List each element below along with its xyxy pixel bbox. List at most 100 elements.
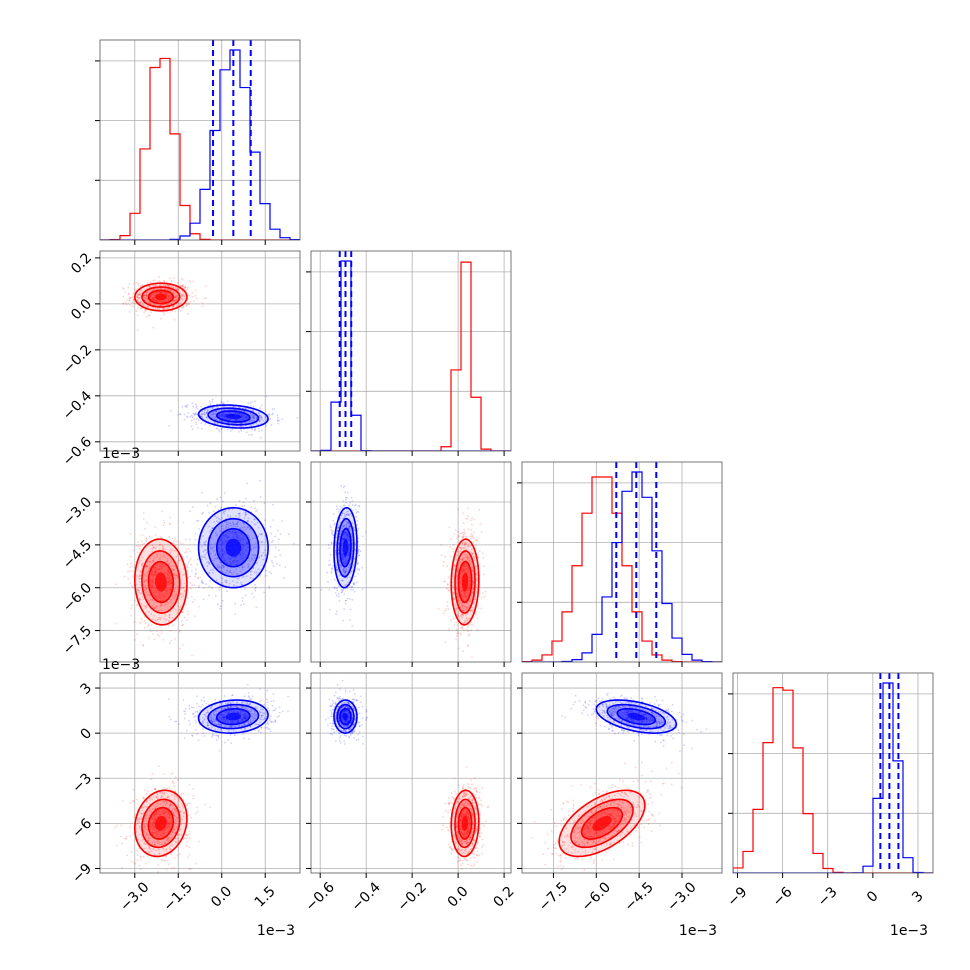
scatter-point — [154, 832, 157, 834]
scatter-point — [126, 854, 129, 857]
scatter-point — [218, 414, 221, 417]
scatter-point — [165, 292, 167, 295]
scatter-point — [243, 415, 246, 417]
scatter-point — [268, 414, 271, 417]
scatter-point — [464, 569, 466, 572]
scatter-point — [210, 714, 213, 717]
scatter-point — [471, 610, 474, 613]
scatter-point — [196, 408, 199, 410]
scatter-point — [330, 571, 333, 574]
scatter-point — [224, 579, 227, 582]
scatter-point — [223, 414, 226, 417]
scatter-point — [161, 801, 164, 804]
scatter-point — [167, 295, 170, 298]
scatter-point — [468, 583, 471, 585]
scatter-point — [351, 544, 354, 546]
scatter-point — [162, 847, 165, 850]
scatter-point — [247, 722, 250, 724]
scatter-point — [186, 619, 188, 622]
scatter-point — [341, 549, 344, 551]
scatter-point — [174, 572, 177, 575]
scatter-point — [182, 611, 185, 614]
scatter-point — [196, 806, 198, 809]
scatter-point — [153, 812, 156, 815]
scatter-point — [155, 595, 158, 598]
scatter-point — [159, 564, 162, 567]
scatter-point — [483, 595, 486, 598]
scatter-point — [465, 595, 468, 597]
scatter-point — [461, 625, 464, 628]
scatter-point — [226, 514, 229, 517]
scatter-point — [247, 517, 250, 520]
scatter-point — [173, 814, 175, 817]
scatter-point — [341, 545, 343, 547]
scatter-point — [452, 598, 455, 601]
scatter-point — [166, 813, 169, 816]
scatter-point — [176, 804, 179, 806]
scatter-point — [463, 541, 465, 544]
scatter-point — [187, 416, 189, 418]
scatter-point — [173, 866, 176, 869]
scatter-point — [179, 629, 181, 632]
scatter-point — [453, 624, 456, 627]
scatter-point — [220, 565, 223, 568]
scatter-point — [169, 839, 171, 842]
scatter-point — [223, 415, 225, 418]
scatter-point — [144, 606, 147, 609]
scatter-point — [461, 627, 464, 630]
scatter-point — [173, 298, 175, 301]
scatter-point — [160, 291, 163, 294]
scatter-point — [166, 303, 168, 306]
scatter-point — [469, 583, 471, 586]
scatter-point — [353, 590, 356, 593]
scatter-point — [144, 820, 147, 822]
scatter-point — [442, 612, 445, 615]
scatter-point — [329, 525, 332, 527]
scatter-point — [133, 800, 135, 802]
scatter-point — [158, 853, 161, 855]
scatter-point — [476, 583, 479, 586]
scatter-point — [466, 568, 469, 571]
scatter-point — [194, 413, 197, 416]
scatter-point — [153, 614, 156, 617]
scatter-point — [165, 800, 168, 803]
scatter-point — [177, 597, 180, 600]
scatter-point — [160, 592, 163, 595]
scatter-point — [250, 548, 253, 551]
scatter-point — [145, 294, 147, 297]
scatter-point — [237, 531, 240, 534]
scatter-point — [344, 570, 347, 573]
scatter-point — [153, 297, 156, 300]
scatter-point — [239, 527, 242, 530]
scatter-point — [160, 564, 163, 567]
scatter-point — [171, 305, 174, 308]
scatter-point — [146, 565, 148, 568]
scatter-point — [174, 310, 177, 313]
scatter-point — [354, 549, 357, 551]
scatter-point — [221, 570, 224, 573]
scatter-point — [162, 813, 165, 816]
scatter-point — [182, 806, 185, 809]
scatter-point — [154, 787, 156, 790]
scatter-point — [138, 292, 141, 294]
scatter-point — [167, 624, 170, 627]
scatter-point — [249, 402, 252, 404]
scatter-point — [142, 512, 145, 514]
scatter-point — [334, 522, 336, 525]
scatter-point — [166, 826, 169, 828]
scatter-point — [226, 536, 229, 539]
scatter-point — [196, 577, 199, 579]
scatter-point — [223, 713, 226, 716]
scatter-point — [462, 558, 464, 561]
scatter-point — [242, 415, 245, 418]
scatter-point — [234, 412, 237, 415]
scatter-point — [200, 581, 203, 583]
scatter-point — [143, 825, 146, 828]
scatter-point — [206, 410, 209, 413]
scatter-point — [254, 429, 256, 432]
scatter-point — [234, 532, 236, 534]
scatter-point — [461, 596, 464, 599]
scatter-point — [244, 416, 247, 419]
scatter-point — [326, 571, 329, 574]
scatter-point — [296, 417, 299, 419]
